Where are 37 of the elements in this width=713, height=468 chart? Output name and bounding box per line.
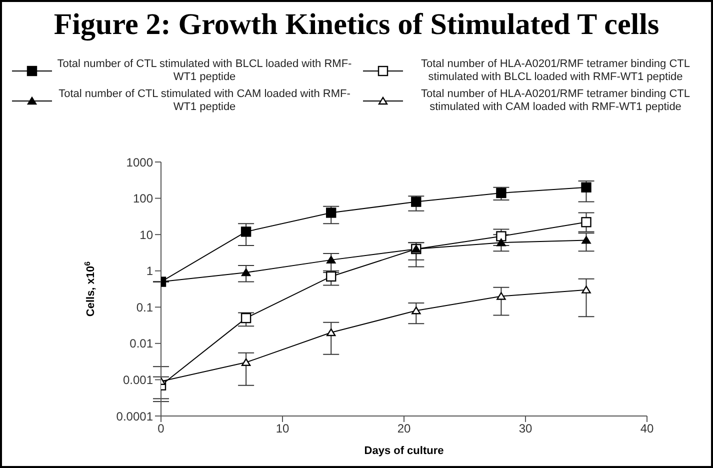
point — [240, 312, 252, 324]
point — [241, 268, 251, 276]
point — [326, 256, 336, 264]
x-axis-title: Days of culture — [364, 445, 444, 457]
point — [582, 286, 591, 294]
point — [496, 238, 506, 246]
point — [412, 306, 421, 314]
y-tick-label: 10 — [140, 228, 154, 242]
chart-title: Figure 2: Growth Kinetics of Stimulated T cells — [52, 8, 660, 43]
legend-label: Total number of CTL stimulated with CAM loaded with RMF-WT1 peptide — [58, 88, 352, 114]
y-tick-label: 0.001 — [122, 372, 154, 387]
x-tick-label: 30 — [518, 422, 532, 436]
point — [581, 182, 592, 192]
point — [326, 271, 336, 282]
y-tick-label: 1 — [146, 264, 154, 278]
y-tick-label: 0.1 — [136, 300, 154, 314]
y-tick-label: 1000 — [126, 155, 154, 170]
x-tick-label: 40 — [640, 422, 654, 436]
x-tick-label: 0 — [158, 422, 165, 436]
point — [496, 188, 506, 198]
point — [582, 236, 591, 244]
point — [496, 292, 506, 300]
legend-label: Total number of CTL stimulated with BLCL loaded with RMF-WT1 peptide — [56, 58, 353, 84]
point — [240, 226, 252, 237]
point — [326, 208, 336, 218]
point — [581, 217, 592, 228]
point — [411, 196, 422, 207]
point — [241, 358, 251, 366]
legend-label: Total number of HLA-A0201/RMF tetramer binding CTL stimulated with CAM loaded with RMF-WT1 peptide — [420, 88, 691, 114]
y-tick-label: 0.01 — [130, 336, 154, 351]
y-tick-label: 100 — [132, 192, 154, 206]
point — [496, 231, 506, 242]
x-tick-label: 10 — [276, 422, 290, 436]
point — [326, 328, 336, 336]
x-tick-label: 20 — [397, 422, 411, 436]
legend-label: Total number of HLA-A0201/RMF tetramer binding CTL stimulated with BLCL loaded with RMF-WT1 peptide — [420, 58, 691, 84]
y-tick-label: 0.0001 — [116, 409, 154, 424]
